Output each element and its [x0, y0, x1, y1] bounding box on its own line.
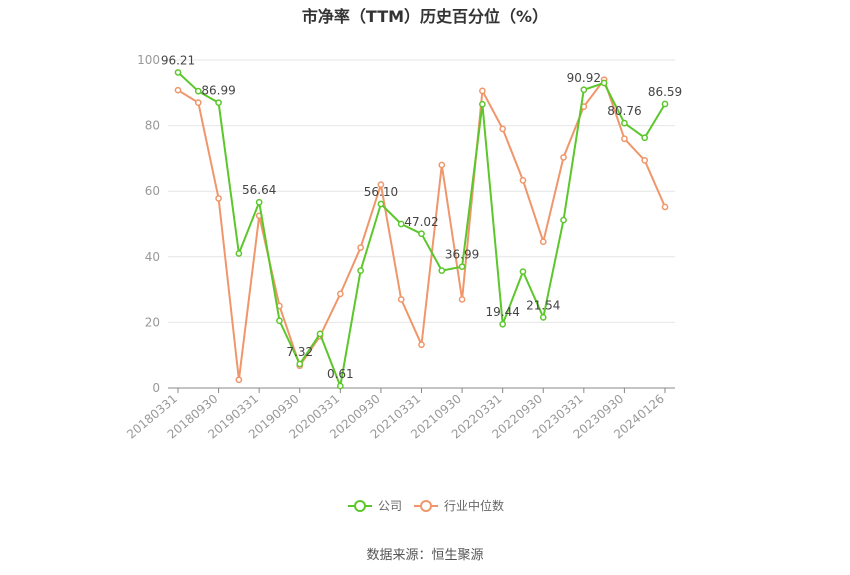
data-label: 96.21 [161, 53, 195, 67]
data-label: 19.44 [485, 305, 519, 319]
data-point[interactable] [458, 296, 466, 303]
y-tick-label: 60 [145, 184, 160, 198]
data-label: 7.32 [286, 345, 313, 359]
series-layer [174, 69, 669, 390]
data-point[interactable] [235, 250, 243, 257]
data-point[interactable] [357, 267, 364, 274]
data-label: 21.54 [526, 298, 560, 312]
data-point[interactable] [479, 87, 486, 95]
data-point[interactable] [194, 99, 202, 106]
data-label: 86.59 [648, 85, 682, 99]
legend-item[interactable]: 公司 [348, 499, 402, 513]
data-label: 36.99 [445, 248, 479, 262]
data-point[interactable] [296, 360, 304, 368]
series-line [177, 78, 666, 381]
data-point[interactable] [458, 263, 466, 271]
data-point[interactable] [539, 238, 547, 246]
data-point[interactable] [560, 154, 567, 161]
data-label: 86.99 [201, 84, 235, 98]
data-point[interactable] [499, 125, 507, 133]
data-point[interactable] [438, 161, 446, 169]
data-point[interactable] [336, 290, 344, 298]
data-point[interactable] [276, 317, 283, 325]
data-point[interactable] [580, 86, 588, 94]
data-point[interactable] [519, 268, 527, 275]
legend-marker [420, 500, 432, 512]
data-point[interactable] [621, 119, 628, 127]
y-tick-label: 100 [137, 53, 160, 67]
data-point[interactable] [519, 177, 527, 184]
data-label: 56.10 [364, 185, 398, 199]
data-point[interactable] [174, 86, 182, 94]
data-point[interactable] [215, 99, 222, 107]
data-point[interactable] [215, 195, 222, 202]
y-tick-label: 0 [152, 381, 160, 395]
data-labels: 96.21 86.99 56.64 7.32 0.61 56.10 47.02 36.99 19… [161, 53, 682, 381]
data-point[interactable] [560, 216, 567, 224]
data-point[interactable] [255, 198, 263, 206]
data-point[interactable] [235, 376, 243, 384]
data-point[interactable] [397, 220, 405, 228]
data-point[interactable] [397, 296, 405, 303]
data-point[interactable] [661, 100, 669, 108]
legend-marker [354, 500, 366, 512]
data-label: 80.76 [607, 104, 641, 118]
data-point[interactable] [336, 382, 344, 390]
data-point[interactable] [479, 100, 486, 108]
source-note: 数据来源：恒生聚源 [366, 548, 483, 563]
data-point[interactable] [194, 87, 202, 95]
data-label: 47.02 [404, 215, 438, 229]
data-point[interactable] [316, 330, 324, 338]
y-tick-label: 40 [145, 250, 160, 264]
data-point[interactable] [621, 135, 628, 143]
data-point[interactable] [641, 134, 649, 142]
data-label: 0.61 [327, 367, 354, 381]
axes: 0204060801002018033120180930201903312019… [124, 53, 675, 442]
data-point[interactable] [661, 203, 669, 211]
gridlines [168, 59, 675, 323]
legend-label: 行业中位数 [444, 498, 504, 513]
data-point[interactable] [418, 341, 425, 349]
y-tick-label: 20 [145, 315, 160, 329]
data-label: 56.64 [242, 183, 276, 197]
y-tick-label: 80 [145, 119, 160, 133]
legend-item[interactable]: 行业中位数 [414, 498, 504, 513]
data-point[interactable] [174, 69, 182, 76]
data-point[interactable] [600, 79, 608, 87]
data-point[interactable] [377, 181, 385, 188]
data-point[interactable] [357, 244, 364, 251]
data-label: 90.92 [567, 71, 601, 85]
data-point[interactable] [377, 200, 385, 208]
data-point[interactable] [641, 157, 649, 164]
legend-label: 公司 [378, 499, 402, 513]
data-point[interactable] [438, 267, 446, 274]
data-point[interactable] [539, 313, 547, 321]
data-point[interactable] [499, 320, 507, 328]
chart-title: 市净率（TTM）历史百分位（%） [302, 7, 548, 26]
legend[interactable]: 公司 行业中位数 [348, 498, 504, 513]
data-point[interactable] [418, 230, 425, 238]
